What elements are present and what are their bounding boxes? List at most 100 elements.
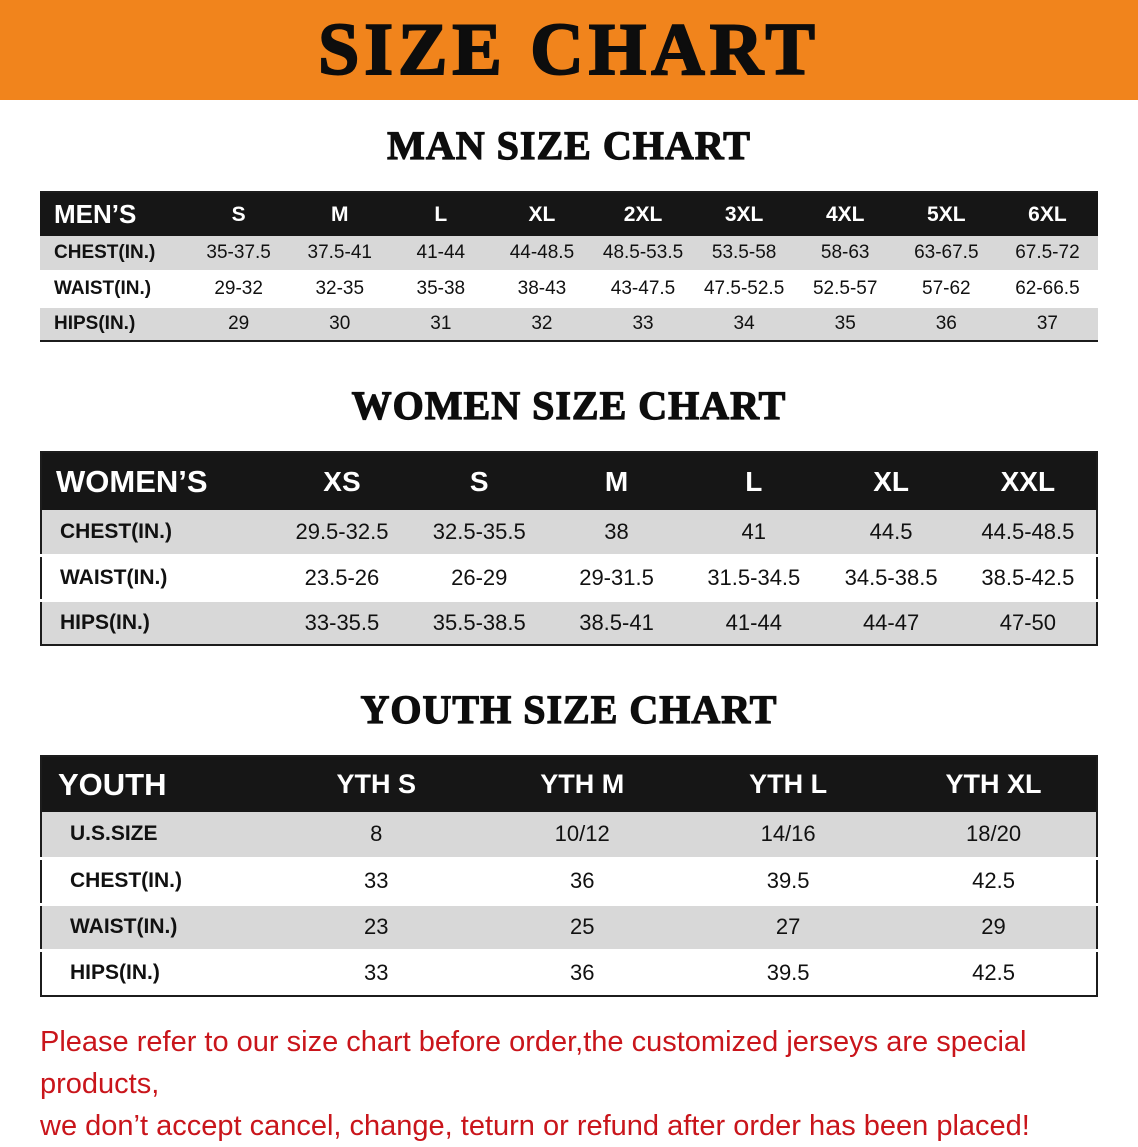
measurement-value-cell: 10/12: [479, 812, 686, 858]
measurement-value-cell: 38.5-42.5: [959, 555, 1097, 600]
measurement-row: WAIST(IN.) 23 25 27 29: [41, 904, 1097, 950]
measurement-value-cell: 44.5: [822, 510, 960, 555]
measurement-value-cell: 23.5-26: [273, 555, 411, 600]
measurement-value-cell: 33: [592, 306, 694, 341]
measurement-row: CHEST(IN.) 29.5-32.5 32.5-35.5 38 41 44.5 44.5…: [41, 510, 1097, 555]
measurement-value-cell: 48.5-53.5: [592, 236, 694, 271]
measurement-value-cell: 34: [693, 306, 795, 341]
measurement-row: HIPS(IN.) 33-35.5 35.5-38.5 38.5-41 41-44 44-…: [41, 600, 1097, 645]
row-label-cell: CHEST(IN.): [41, 510, 274, 555]
women-section-heading: WOMEN SIZE CHART: [351, 382, 787, 428]
youth-section-heading: YOUTH SIZE CHART: [360, 686, 778, 732]
measurement-value-cell: 41-44: [390, 236, 492, 271]
measurement-value-cell: 31.5-34.5: [685, 555, 823, 600]
measurement-value-cell: 14/16: [685, 812, 892, 858]
measurement-row: CHEST(IN.) 33 36 39.5 42.5: [41, 858, 1097, 904]
measurement-value-cell: 47.5-52.5: [693, 271, 795, 306]
row-label-cell: WAIST(IN.): [40, 271, 189, 306]
women-size-table: WOMEN’S XS S M L XL XXL CHEST(IN.) 29.5-32.5 32.5…: [40, 451, 1098, 646]
measurement-value-cell: 33: [273, 858, 480, 904]
measurement-value-cell: 25: [479, 904, 686, 950]
size-column-header: XL: [822, 452, 960, 510]
measurement-value-cell: 18/20: [891, 812, 1097, 858]
header-row: WOMEN’S XS S M L XL XXL: [41, 452, 1097, 510]
measurement-value-cell: 57-62: [895, 271, 997, 306]
measurement-value-cell: 38.5-41: [547, 600, 686, 645]
measurement-value-cell: 38-43: [491, 271, 593, 306]
measurement-value-cell: 63-67.5: [895, 236, 997, 271]
measurement-value-cell: 44-48.5: [491, 236, 593, 271]
measurement-value-cell: 29: [891, 904, 1097, 950]
banner: SIZE CHART: [0, 0, 1138, 100]
measurement-value-cell: 36: [479, 858, 686, 904]
size-column-header: XXL: [959, 452, 1097, 510]
measurement-value-cell: 62-66.5: [996, 271, 1098, 306]
size-column-header: 5XL: [895, 192, 997, 236]
men-section-heading: MAN SIZE CHART: [387, 122, 751, 168]
measurement-value-cell: 47-50: [959, 600, 1097, 645]
measurement-value-cell: 30: [289, 306, 391, 341]
measurement-value-cell: 39.5: [685, 858, 892, 904]
measurement-value-cell: 33: [273, 950, 480, 996]
row-label-cell: HIPS(IN.): [41, 950, 274, 996]
row-label-cell: WAIST(IN.): [41, 555, 274, 600]
measurement-value-cell: 27: [685, 904, 892, 950]
measurement-row: CHEST(IN.) 35-37.5 37.5-41 41-44 44-48.5 48.5…: [40, 236, 1098, 271]
row-label-cell: HIPS(IN.): [40, 306, 189, 341]
size-column-header: S: [188, 192, 290, 236]
page-title: SIZE CHART: [317, 9, 820, 91]
measurement-value-cell: 32-35: [289, 271, 391, 306]
size-column-header: XL: [491, 192, 593, 236]
measurement-value-cell: 29: [188, 306, 290, 341]
measurement-value-cell: 23: [273, 904, 480, 950]
disclaimer: Please refer to our size chart before or…: [40, 1021, 1100, 1147]
youth-size-table: YOUTH YTH S YTH M YTH L YTH XL U.S.SIZE 8 10/12…: [40, 755, 1098, 997]
header-row: YOUTH YTH S YTH M YTH L YTH XL: [41, 756, 1097, 812]
measurement-value-cell: 39.5: [685, 950, 892, 996]
measurement-value-cell: 37: [996, 306, 1098, 341]
measurement-row: WAIST(IN.) 23.5-26 26-29 29-31.5 31.5-34.5 34…: [41, 555, 1097, 600]
measurement-value-cell: 35.5-38.5: [410, 600, 548, 645]
size-column-header: 2XL: [592, 192, 694, 236]
measurement-value-cell: 37.5-41: [289, 236, 391, 271]
measurement-row: WAIST(IN.) 29-32 32-35 35-38 38-43 43-47.5 47.…: [40, 271, 1098, 306]
measurement-row: HIPS(IN.) 29 30 31 32 33 34 35 36 37: [40, 306, 1098, 341]
size-column-header: YTH M: [479, 756, 686, 812]
table-title-cell: WOMEN’S: [41, 452, 274, 510]
size-column-header: YTH XL: [891, 756, 1097, 812]
measurement-value-cell: 31: [390, 306, 492, 341]
row-label-cell: HIPS(IN.): [41, 600, 274, 645]
measurement-value-cell: 43-47.5: [592, 271, 694, 306]
size-column-header: S: [410, 452, 548, 510]
measurement-value-cell: 34.5-38.5: [822, 555, 960, 600]
row-label-cell: U.S.SIZE: [41, 812, 274, 858]
row-label-cell: CHEST(IN.): [41, 858, 274, 904]
measurement-value-cell: 32: [491, 306, 593, 341]
measurement-value-cell: 35: [794, 306, 896, 341]
measurement-value-cell: 29-31.5: [547, 555, 686, 600]
header-row: MEN’S S M L XL 2XL 3XL 4XL 5XL 6XL: [40, 192, 1098, 236]
size-column-header: 4XL: [794, 192, 896, 236]
measurement-value-cell: 42.5: [891, 950, 1097, 996]
size-column-header: M: [289, 192, 391, 236]
measurement-value-cell: 52.5-57: [794, 271, 896, 306]
disclaimer-line2: we don’t accept cancel, change, teturn o…: [40, 1110, 1030, 1143]
table-title-cell: MEN’S: [40, 192, 189, 236]
measurement-value-cell: 41: [685, 510, 823, 555]
measurement-value-cell: 36: [479, 950, 686, 996]
men-size-table: MEN’S S M L XL 2XL 3XL 4XL 5XL 6XL CHEST(IN.) 35-37…: [40, 191, 1098, 342]
measurement-value-cell: 67.5-72: [996, 236, 1098, 271]
measurement-value-cell: 35-37.5: [188, 236, 290, 271]
size-column-header: YTH L: [685, 756, 892, 812]
measurement-value-cell: 29.5-32.5: [273, 510, 411, 555]
measurement-value-cell: 32.5-35.5: [410, 510, 548, 555]
disclaimer-line1: Please refer to our size chart before or…: [40, 1026, 1027, 1101]
measurement-value-cell: 38: [547, 510, 686, 555]
measurement-row: U.S.SIZE 8 10/12 14/16 18/20: [41, 812, 1097, 858]
size-column-header: L: [685, 452, 823, 510]
measurement-value-cell: 33-35.5: [273, 600, 411, 645]
table-title-cell: YOUTH: [41, 756, 274, 812]
row-label-cell: WAIST(IN.): [41, 904, 274, 950]
measurement-value-cell: 36: [895, 306, 997, 341]
size-column-header: 3XL: [693, 192, 795, 236]
